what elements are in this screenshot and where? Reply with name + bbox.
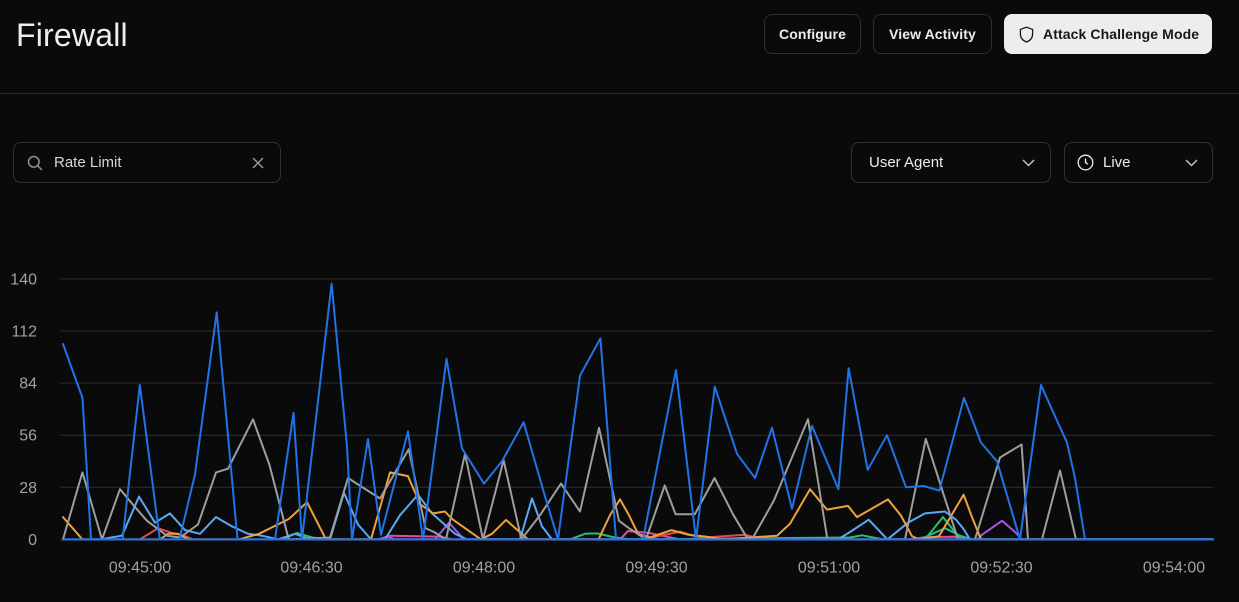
svg-text:09:46:30: 09:46:30 <box>280 560 342 577</box>
svg-text:28: 28 <box>19 480 37 497</box>
svg-text:09:48:00: 09:48:00 <box>453 560 515 577</box>
svg-text:56: 56 <box>19 428 37 445</box>
svg-text:09:49:30: 09:49:30 <box>625 560 687 577</box>
svg-text:09:51:00: 09:51:00 <box>798 560 860 577</box>
svg-text:112: 112 <box>11 324 37 341</box>
svg-text:84: 84 <box>19 376 37 393</box>
svg-text:09:54:00: 09:54:00 <box>1143 560 1205 577</box>
svg-text:09:45:00: 09:45:00 <box>109 560 171 577</box>
svg-text:09:52:30: 09:52:30 <box>970 560 1032 577</box>
svg-text:0: 0 <box>28 532 37 549</box>
svg-text:140: 140 <box>10 271 37 288</box>
